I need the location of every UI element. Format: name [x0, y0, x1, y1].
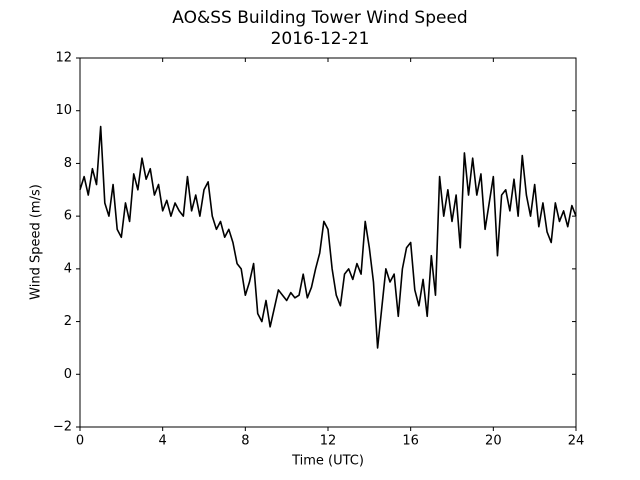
x-tick-label: 16 — [402, 434, 419, 449]
x-tick-label: 12 — [320, 434, 337, 449]
y-axis-label: Wind Speed (m/s) — [29, 184, 44, 300]
y-tick-label: −2 — [53, 420, 72, 435]
y-tick-label: 8 — [64, 156, 72, 171]
y-tick-label: 0 — [64, 367, 72, 382]
data-line — [79, 125, 577, 349]
x-tick-label: 24 — [568, 434, 585, 449]
x-tick-label: 20 — [485, 434, 502, 449]
y-tick-label: 2 — [64, 314, 72, 329]
x-tick-label: 4 — [159, 434, 167, 449]
y-tick-label: 4 — [64, 261, 72, 276]
y-tick-label: 10 — [55, 103, 72, 118]
chart-title: AO&SS Building Tower Wind Speed — [172, 8, 467, 28]
plot-frame — [79, 57, 577, 428]
x-tick-label: 8 — [241, 434, 249, 449]
chart-subtitle: 2016-12-21 — [271, 29, 370, 49]
x-axis-label: Time (UTC) — [291, 454, 364, 469]
y-tick-label: 6 — [64, 209, 72, 224]
x-tick-label: 0 — [76, 434, 84, 449]
y-tick-label: 12 — [55, 51, 72, 66]
